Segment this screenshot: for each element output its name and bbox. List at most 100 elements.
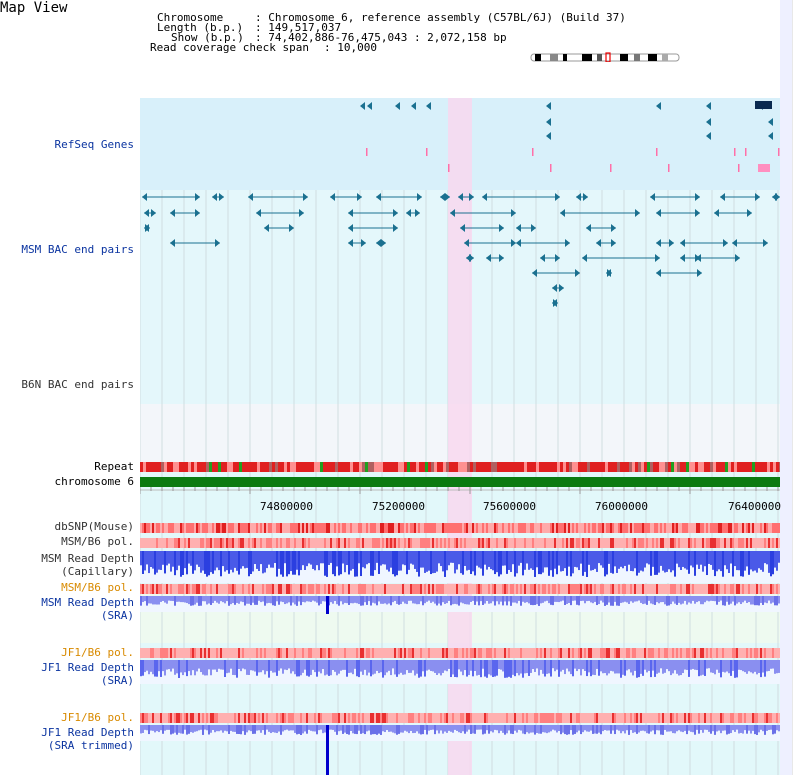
jf1-depth-sra-bar <box>424 660 426 677</box>
msm-b6-pol-strip <box>244 538 246 548</box>
repeat-segment <box>716 462 719 472</box>
track-label-jf1-depth-sra-1[interactable]: JF1 Read Depth <box>41 661 134 674</box>
jf1-depth-trim-bar <box>556 725 558 733</box>
jf1-b6-pol-strip <box>348 648 350 658</box>
repeat-segment <box>140 462 143 472</box>
msm-b6-pol-strip <box>692 538 694 548</box>
msm-b6-pol-strip-2 <box>646 584 648 594</box>
repeat-segment <box>284 462 287 472</box>
dbsnp-strip <box>720 523 722 533</box>
dbsnp-strip <box>332 523 334 533</box>
dbsnp-strip <box>224 523 226 533</box>
msm-b6-pol-strip-2 <box>482 584 484 594</box>
msm-b6-pol-strip-2 <box>402 584 404 594</box>
jf1-depth-trim-bar <box>298 725 300 734</box>
msm-b6-pol-strip-2 <box>554 584 556 594</box>
msm-b6-pol-strip <box>610 538 612 548</box>
dbsnp-strip <box>436 523 438 533</box>
msm-b6-pol-strip-2 <box>672 584 674 594</box>
jf1-depth-trim-bar <box>148 725 150 735</box>
msm-b6-pol-strip-2 <box>480 584 482 594</box>
msm-b6-pol-strip <box>510 538 512 548</box>
msm-b6-pol-strip-2 <box>602 584 604 594</box>
msm-b6-pol-strip-2 <box>198 584 200 594</box>
msm-b6-pol-strip-2 <box>566 584 568 594</box>
track-label-msm-depth-cap-1[interactable]: MSM Read Depth <box>41 552 134 565</box>
repeat-segment <box>239 462 242 472</box>
jf1-depth-trim-bar <box>754 725 756 735</box>
genome-browser-plot[interactable] <box>140 98 780 775</box>
jf1-depth-sra-bar <box>630 660 632 673</box>
msm-bac-pair-end <box>555 193 560 201</box>
msm-depth-capillary-bar <box>172 551 174 567</box>
jf1-b6-pol-strip-2 <box>376 713 378 723</box>
msm-depth-sra-bar <box>716 596 718 605</box>
msm-depth-sra-bar <box>742 596 744 603</box>
msm-bac-pair-end <box>303 193 308 201</box>
jf1-depth-sra-bar <box>676 660 678 674</box>
msm-depth-capillary-bar <box>484 551 486 565</box>
msm-depth-sra-bar <box>188 596 190 605</box>
jf1-b6-pol-strip-2 <box>224 713 226 723</box>
jf1-b6-pol-strip-2 <box>324 713 326 723</box>
track-label-jf1-b6-pol-2[interactable]: JF1/B6 pol. <box>61 711 134 724</box>
jf1-b6-pol-strip <box>518 648 520 658</box>
track-label-msm-depth-sra-1[interactable]: MSM Read Depth <box>41 596 134 609</box>
msm-depth-capillary-bar <box>534 551 536 577</box>
jf1-b6-pol-strip <box>676 648 678 658</box>
msm-b6-pol-strip-2 <box>204 584 206 594</box>
jf1-b6-pol-strip-2 <box>178 713 180 723</box>
jf1-b6-pol-strip-2 <box>234 713 236 723</box>
msm-b6-pol-strip <box>616 538 618 548</box>
track-label-jf1-depth-trim-1[interactable]: JF1 Read Depth <box>41 726 134 739</box>
msm-depth-sra-bar <box>534 596 536 605</box>
dbsnp-strip <box>180 523 182 533</box>
msm-depth-capillary-bar <box>312 551 314 569</box>
msm-b6-pol-strip-2 <box>440 584 442 594</box>
track-label-msm-b6-pol-2[interactable]: MSM/B6 pol. <box>61 581 134 594</box>
jf1-b6-pol-strip <box>312 648 314 658</box>
msm-depth-capillary-bar <box>468 551 470 570</box>
msm-b6-pol-strip <box>682 538 684 548</box>
jf1-b6-pol-strip-2 <box>704 713 706 723</box>
msm-b6-pol-strip <box>626 538 628 548</box>
msm-bac-pair-end <box>195 209 200 217</box>
track-label-dbsnp[interactable]: dbSNP(Mouse) <box>54 520 134 533</box>
msm-b6-pol-strip-2 <box>304 584 306 594</box>
jf1-b6-pol-strip-2 <box>560 713 562 723</box>
msm-b6-pol-strip-2 <box>310 584 312 594</box>
jf1-b6-pol-strip <box>586 648 588 658</box>
msm-bac-pair-end <box>381 239 386 247</box>
repeat-segment <box>260 462 263 472</box>
msm-b6-pol-strip-2 <box>706 584 708 594</box>
scrollbar[interactable] <box>792 0 800 775</box>
jf1-depth-sra-bar <box>258 660 260 673</box>
jf1-b6-pol-strip-2 <box>424 713 426 723</box>
msm-depth-sra-bar <box>322 596 324 602</box>
track-label-msm-bac[interactable]: MSM BAC end pairs <box>21 243 134 256</box>
track-label-jf1-b6-pol-1[interactable]: JF1/B6 pol. <box>61 646 134 659</box>
jf1-b6-pol-strip <box>154 648 156 658</box>
msm-depth-sra-bar <box>604 596 606 606</box>
msm-depth-capillary-bar <box>310 551 312 565</box>
track-label-refseq[interactable]: RefSeq Genes <box>54 138 134 151</box>
msm-depth-capillary-bar <box>258 551 260 571</box>
msm-b6-pol-strip-2 <box>548 584 550 594</box>
msm-depth-capillary-bar <box>194 551 196 571</box>
coverage-value: : 10,000 <box>324 41 377 54</box>
msm-b6-pol-strip <box>428 538 430 548</box>
jf1-b6-pol-strip <box>578 648 580 658</box>
msm-bac-pair-end <box>299 209 304 217</box>
msm-depth-sra-bar <box>454 596 456 604</box>
jf1-depth-trim-bar <box>756 725 758 735</box>
track-label-b6n-bac[interactable]: B6N BAC end pairs <box>21 378 134 391</box>
msm-depth-capillary-bar <box>704 551 706 567</box>
jf1-depth-trim-bar <box>310 725 312 731</box>
msm-depth-capillary-bar <box>680 551 682 570</box>
msm-depth-capillary-bar <box>326 551 328 577</box>
msm-b6-pol-strip-2 <box>290 584 292 594</box>
jf1-b6-pol-strip-2 <box>656 713 658 723</box>
track-label-msm-b6-pol-1[interactable]: MSM/B6 pol. <box>61 535 134 548</box>
chromosome-ideogram[interactable] <box>530 52 680 62</box>
tracks-canvas[interactable] <box>140 98 780 775</box>
